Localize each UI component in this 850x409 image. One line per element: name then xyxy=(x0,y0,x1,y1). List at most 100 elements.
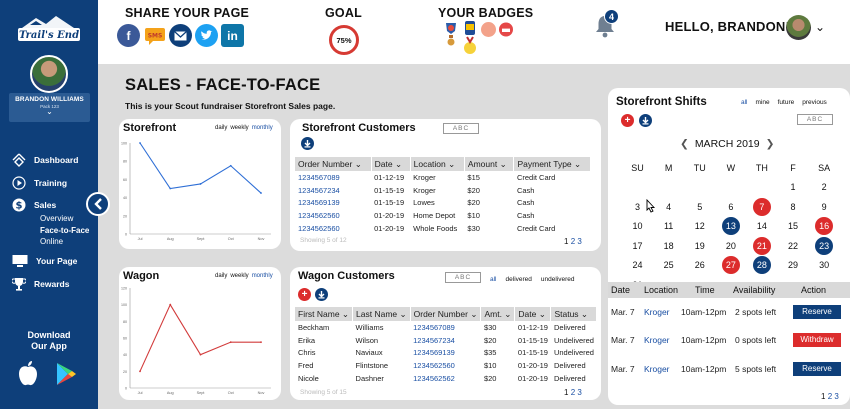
avatar[interactable] xyxy=(786,15,811,40)
download-icon[interactable] xyxy=(315,288,328,301)
trails-end-logo[interactable]: Trail's End xyxy=(16,12,82,48)
calendar-day[interactable]: 17 xyxy=(632,240,643,251)
calendar-day[interactable]: 5 xyxy=(697,201,703,212)
calendar-day[interactable]: 22 xyxy=(788,240,799,251)
chevron-down-icon[interactable]: ⌄ xyxy=(815,20,826,34)
calendar-day[interactable]: 30 xyxy=(819,260,830,271)
filter-all[interactable]: all xyxy=(490,276,497,283)
order-link[interactable]: 1234567089 xyxy=(298,172,340,182)
column-header[interactable]: Location ⌄ xyxy=(410,157,465,171)
calendar-day[interactable]: 9 xyxy=(821,201,827,212)
nav-item-rewards[interactable]: Rewards xyxy=(12,276,69,292)
table-row[interactable]: Fred Flintstone 1234562560 $10 01-20-19 Deliv… xyxy=(295,359,597,372)
calendar-day[interactable]: 15 xyxy=(788,221,799,232)
calendar-day[interactable]: 2 xyxy=(821,182,827,193)
calendar-day[interactable]: 14 xyxy=(756,221,767,232)
withdraw-button[interactable]: Withdraw xyxy=(793,332,841,347)
badge-shield-icon[interactable] xyxy=(444,22,458,46)
page-3[interactable]: 3 xyxy=(577,237,582,246)
calendar-day[interactable]: 28 xyxy=(746,256,777,275)
calendar-day[interactable]: 20 xyxy=(725,240,736,251)
add-icon[interactable]: + xyxy=(621,114,634,127)
subnav-overview[interactable]: Overview xyxy=(40,214,74,223)
calendar-day[interactable]: 12 xyxy=(694,221,705,232)
search-icon[interactable]: ABC xyxy=(445,272,481,283)
badge-circle-icon[interactable] xyxy=(481,22,496,37)
order-link[interactable]: 1234562562 xyxy=(413,374,455,384)
order-link[interactable]: 1234567089 xyxy=(413,322,455,332)
sidebar-collapse-button[interactable] xyxy=(86,192,110,216)
table-row[interactable]: 1234567234 01-15-19 Kroger $20 Cash xyxy=(295,184,591,197)
page-1[interactable]: 1 xyxy=(564,388,569,397)
calendar-day[interactable]: 3 xyxy=(635,201,641,212)
order-link[interactable]: 1234569139 xyxy=(298,198,340,208)
table-row[interactable]: 1234567089 01-12-19 Kroger $15 Credit Card xyxy=(295,171,591,184)
page-1[interactable]: 1 xyxy=(564,237,569,246)
page-2[interactable]: 2 xyxy=(570,237,576,246)
filter-all[interactable]: all xyxy=(741,99,748,106)
column-header[interactable]: Date ⌄ xyxy=(514,307,552,321)
prev-month-icon[interactable]: ❮ xyxy=(680,138,689,150)
search-icon[interactable]: ABC xyxy=(797,114,833,125)
nav-item-your-page[interactable]: Your Page xyxy=(12,253,77,269)
subnav-online[interactable]: Online xyxy=(40,237,64,246)
table-row[interactable]: 1234569139 01-15-19 Lowes $20 Cash xyxy=(295,197,591,210)
filter-mine[interactable]: mine xyxy=(755,99,770,106)
nav-item-sales[interactable]: $ Sales xyxy=(12,197,56,213)
user-menu[interactable]: BRANDON WILLIAMS Pack 123 ⌄ xyxy=(9,93,90,122)
filter-previous[interactable]: previous xyxy=(802,99,827,106)
order-link[interactable]: 1234562560 xyxy=(298,224,340,234)
page-3[interactable]: 3 xyxy=(577,388,582,397)
order-link[interactable]: 1234569139 xyxy=(413,348,455,358)
column-header[interactable]: Status ⌄ xyxy=(550,307,598,321)
calendar-day[interactable]: 6 xyxy=(728,201,734,212)
page-2[interactable]: 2 xyxy=(827,392,833,401)
column-header[interactable]: Order Number ⌄ xyxy=(410,307,482,321)
calendar-day[interactable]: 18 xyxy=(663,240,674,251)
reserve-button[interactable]: Reserve xyxy=(793,361,841,376)
column-header[interactable]: Order Number ⌄ xyxy=(295,157,372,171)
table-row[interactable]: Beckham Williams 1234567089 $30 01-12-19 Deli… xyxy=(295,321,597,334)
page-2[interactable]: 2 xyxy=(570,388,576,397)
order-link[interactable]: 1234567234 xyxy=(413,335,455,345)
calendar-day[interactable]: 11 xyxy=(663,221,674,232)
google-play-icon[interactable] xyxy=(54,362,78,386)
calendar-day[interactable]: 1 xyxy=(790,182,796,193)
search-icon[interactable]: ABC xyxy=(443,123,479,134)
column-header[interactable]: Amount ⌄ xyxy=(464,157,515,171)
calendar-day[interactable]: 4 xyxy=(666,201,672,212)
table-row[interactable]: 1234562560 01-20-19 Home Depot $10 Cash xyxy=(295,209,591,222)
shift-location[interactable]: Kroger xyxy=(644,306,670,317)
filter-delivered[interactable]: delivered xyxy=(505,276,532,283)
column-header[interactable]: First Name ⌄ xyxy=(295,307,354,321)
table-row[interactable]: Chris Naviaux 1234569139 $35 01-15-19 Undeliv… xyxy=(295,347,597,360)
next-month-icon[interactable]: ❯ xyxy=(765,138,775,150)
calendar-day[interactable]: 21 xyxy=(746,236,777,255)
calendar-day[interactable]: 26 xyxy=(694,260,705,271)
filter-future[interactable]: future xyxy=(777,99,795,106)
table-row[interactable]: Nicole Dashner 1234562562 $20 01-20-19 Delive… xyxy=(295,372,597,385)
table-row[interactable]: Erika Wilson 1234567234 $20 01-15-19 Undelive… xyxy=(295,334,597,347)
tab-daily[interactable]: daily xyxy=(215,273,228,279)
page-3[interactable]: 3 xyxy=(834,392,839,401)
order-link[interactable]: 1234562560 xyxy=(413,361,455,371)
tab-weekly[interactable]: weekly xyxy=(230,125,249,131)
column-header[interactable]: Last Name ⌄ xyxy=(352,307,411,321)
linkedin-icon[interactable]: in xyxy=(221,24,244,47)
table-row[interactable]: 1234562560 01-20-19 Whole Foods $30 Credit C… xyxy=(295,222,591,235)
calendar-day[interactable]: 10 xyxy=(632,221,643,232)
tab-monthly[interactable]: monthly xyxy=(251,125,273,131)
calendar-day[interactable]: 24 xyxy=(632,260,643,271)
calendar-day[interactable]: 13 xyxy=(715,217,746,236)
download-icon[interactable] xyxy=(639,114,652,127)
nav-item-dashboard[interactable]: Dashboard xyxy=(12,152,78,168)
email-icon[interactable] xyxy=(169,24,192,47)
shift-location[interactable]: Kroger xyxy=(644,334,670,345)
badge-medal-icon[interactable] xyxy=(462,21,478,55)
calendar-day[interactable]: 16 xyxy=(809,217,840,236)
twitter-icon[interactable] xyxy=(195,24,218,47)
download-icon[interactable] xyxy=(301,137,314,150)
calendar-day[interactable]: 7 xyxy=(746,197,777,216)
shift-location[interactable]: Kroger xyxy=(644,363,670,374)
calendar-day[interactable]: 27 xyxy=(715,256,746,275)
